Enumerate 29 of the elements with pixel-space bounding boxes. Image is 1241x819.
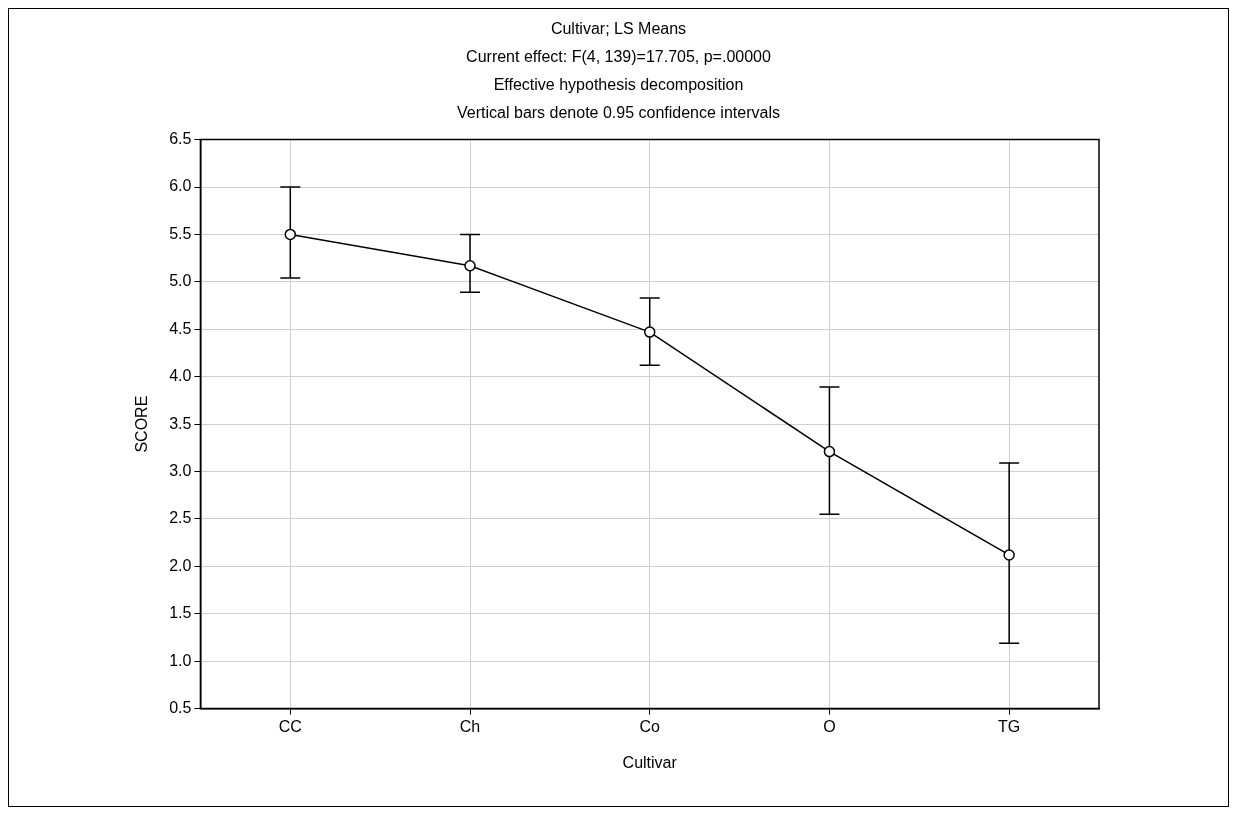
y-tick-label: 3.0 <box>169 461 192 479</box>
y-tick-label: 2.0 <box>169 556 192 574</box>
y-tick-label: 0.5 <box>169 699 192 717</box>
y-tick-label: 6.5 <box>169 130 192 148</box>
y-tick-label: 6.0 <box>169 177 192 195</box>
y-tick-label: 2.5 <box>169 509 192 527</box>
y-tick-label: 5.0 <box>169 272 192 290</box>
y-tick-label: 4.0 <box>169 367 192 385</box>
point <box>1003 549 1015 561</box>
point <box>643 326 656 338</box>
x-tick-label: Co <box>639 717 661 735</box>
y-tick-label: 5.5 <box>169 224 192 242</box>
point <box>823 445 836 458</box>
y-tick-label: 3.5 <box>169 414 192 432</box>
x-axis-title: Cultivar <box>622 753 678 771</box>
point <box>284 228 297 241</box>
x-tick-label: CC <box>278 717 302 735</box>
x-tick-label: O <box>823 717 836 735</box>
text: Vertical bars denote 0.95 confidence intervals <box>456 103 781 123</box>
chart-subtitle: Current effect: F(4, 139)=17.705, p=.00000 <box>465 47 772 67</box>
y-tick-label: 1.5 <box>169 604 192 622</box>
y-tick-label: 1.0 <box>169 651 192 669</box>
y-axis-title: SCORE <box>133 395 151 453</box>
chart-title: Cultivar; LS Means <box>549 19 688 39</box>
x-tick-label: Ch <box>459 717 481 735</box>
y-tick-label: 4.5 <box>169 319 192 337</box>
text: Effective hypothesis decomposition <box>492 75 745 95</box>
point <box>464 259 476 272</box>
x-tick-label: TG <box>998 717 1021 735</box>
